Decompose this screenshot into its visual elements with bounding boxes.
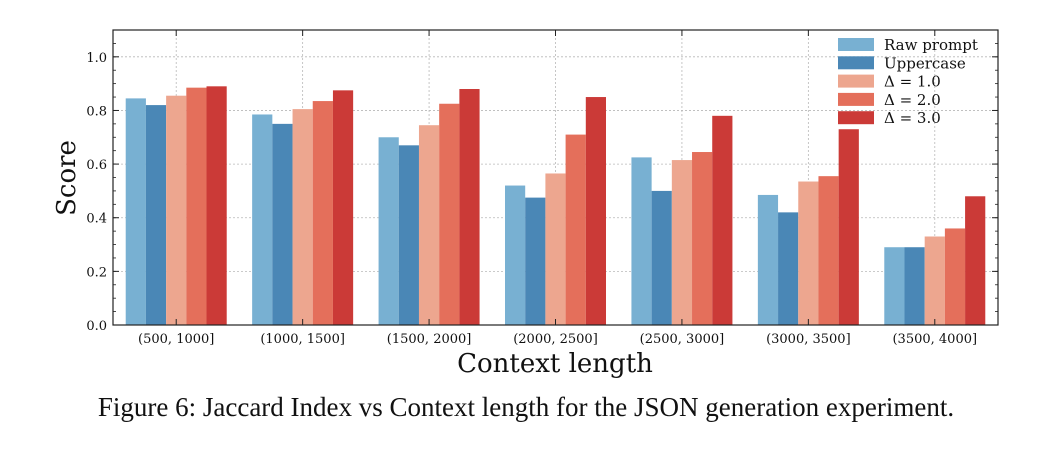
bar [965,196,986,325]
x-axis-title: Context length [457,349,653,379]
bar [904,247,925,325]
x-tick-label: (500, 1000] [138,332,214,347]
y-tick-label: 0.6 [86,158,107,173]
bar [378,137,399,325]
bar [692,152,713,325]
bar [651,190,672,325]
bar [459,89,480,325]
y-tick-label: 1.0 [86,51,107,66]
bar [778,212,799,325]
y-tick-label: 0.8 [86,104,107,119]
bars [125,86,986,326]
bar [125,98,146,326]
y-tick-label: 0.2 [86,265,107,280]
x-tick-label: (2500, 3000] [640,332,725,347]
x-tick-label: (3000, 3500] [766,332,851,347]
bar [944,228,966,325]
bar [585,97,606,325]
bar [272,123,293,325]
y-axis-title: Score [52,140,82,216]
bar [924,236,945,325]
bar [505,185,526,325]
bar [818,176,839,325]
legend-swatch [838,92,874,106]
legend-label: Δ = 3.0 [884,109,941,127]
bar [757,194,779,325]
y-tick-label: 0.4 [86,212,107,227]
bar [525,197,546,325]
legend-label: Raw prompt [884,36,978,54]
x-tick-label: (3500, 4000] [892,332,977,347]
bar [631,157,652,325]
bar [838,129,859,325]
bar [206,86,227,326]
chart: 0.0 0.2 0.4 0.6 0.8 1.0 (500, 1000] (1000, 1500… [52,29,999,379]
bar [418,125,440,325]
figure-caption: Figure 6: Jaccard Index vs Context lengt… [97,392,955,422]
y-tick-label: 0.0 [86,319,107,334]
legend-swatch [838,56,874,70]
bar [712,115,733,326]
legend-swatch [838,111,874,125]
bar [398,145,419,325]
bar [292,109,313,325]
legend-swatch [838,74,874,88]
x-tick-label: (2000, 2500] [513,332,598,347]
bar [545,173,566,325]
bar [671,160,693,325]
bar [252,114,273,326]
x-tick-label: (1000, 1500] [260,332,345,347]
bar [439,103,460,325]
bar [884,247,905,325]
bar [186,87,207,325]
bar [565,134,586,325]
bar [166,95,187,325]
ticks: 0.0 0.2 0.4 0.6 0.8 1.0 (500, 1000] (1000, 1500… [86,29,998,347]
legend-label: Uppercase [884,54,966,72]
legend-label: Δ = 2.0 [884,91,941,109]
bar [145,105,167,325]
legend-label: Δ = 1.0 [884,73,941,91]
bar [332,90,354,325]
bar [798,181,819,325]
bar [312,101,333,326]
x-tick-label: (1500, 2000] [387,332,472,347]
legend-swatch [838,38,874,51]
